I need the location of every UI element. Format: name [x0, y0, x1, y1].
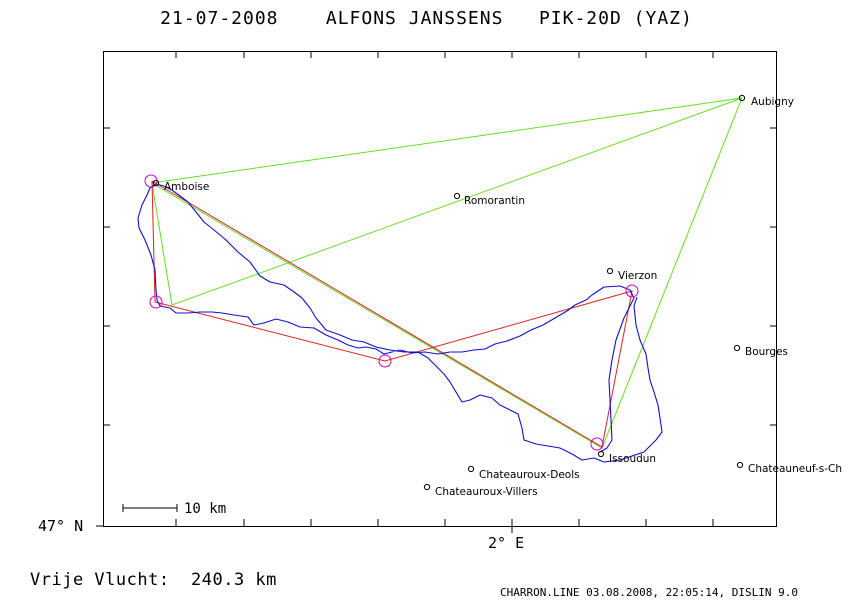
map-title: 21-07-2008 ALFONS JANSSENS PIK-20D (YAZ)	[0, 8, 853, 29]
town-marker	[736, 461, 744, 469]
scale-bar: 10 km	[122, 501, 226, 517]
software-stamp: CHARRON.LINE 03.08.2008, 22:05:14, DISLI…	[500, 586, 799, 599]
town-marker	[597, 450, 605, 458]
right-ticks	[770, 127, 776, 426]
town-label-bourges: Bourges	[745, 346, 788, 358]
declared-task-route	[151, 97, 743, 449]
left-ticks	[96, 127, 110, 527]
town-marker	[453, 192, 461, 200]
town-label-aubigny: Aubigny	[751, 96, 794, 108]
town-marker	[467, 465, 475, 473]
town-label-vierzon: Vierzon	[618, 270, 657, 282]
flight-track	[137, 183, 663, 463]
town-marker	[733, 344, 741, 352]
glider-type: PIK-20D (YAZ)	[538, 8, 693, 29]
town-label-romorantin: Romorantin	[464, 195, 525, 207]
town-markers	[152, 94, 746, 491]
turnpoint-circle	[149, 295, 163, 309]
flown-task-route	[151, 180, 633, 448]
pilot-name: ALFONS JANSSENS	[325, 8, 504, 29]
free-flight-distance: Vrije Vlucht: 240.3 km	[30, 570, 277, 590]
town-label-amboise: Amboise	[164, 181, 209, 193]
town-label-chateauneuf: Chateauneuf-s-Ch	[748, 463, 842, 475]
turnpoints	[144, 174, 639, 451]
turnpoint-circle	[625, 284, 639, 298]
town-marker	[606, 267, 614, 275]
top-ticks	[175, 51, 714, 58]
town-label-chateauroux-deols: Chateauroux-Deols	[479, 469, 580, 481]
turnpoint-circle	[378, 354, 392, 368]
town-marker	[423, 483, 431, 491]
town-label-chateauroux-villers: Chateauroux-Villers	[435, 486, 538, 498]
longitude-label: 2° E	[488, 534, 524, 552]
latitude-label: 47° N	[38, 517, 83, 535]
scale-bar-label: 10 km	[184, 501, 226, 517]
flight-date: 21-07-2008	[160, 8, 279, 29]
map-frame	[103, 51, 777, 527]
turnpoint-circle	[590, 437, 604, 451]
town-marker	[738, 94, 746, 102]
town-label-issoudun: Issoudun	[609, 453, 656, 465]
town-marker	[152, 179, 160, 187]
bottom-ticks	[175, 519, 714, 533]
